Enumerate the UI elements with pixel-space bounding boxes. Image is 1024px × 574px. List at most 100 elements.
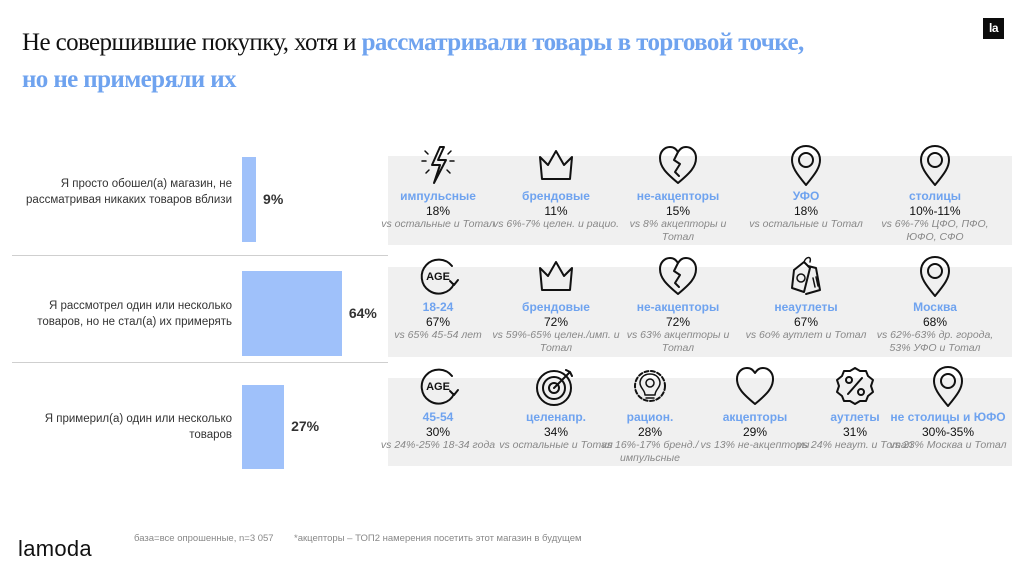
segment-percent: 15%: [665, 204, 691, 218]
segment-percent: 31%: [842, 425, 868, 439]
segment-panel-2: [388, 267, 1012, 357]
footer-base-note: база=все опрошенные, n=3 057: [134, 533, 274, 544]
broken-heart-icon: [659, 257, 697, 295]
segment-percent: 30%: [425, 425, 451, 439]
segment-name: 45-54: [422, 410, 454, 424]
segment-name: столицы: [908, 189, 962, 203]
segment-comparison-note: vs остальные и Тотал: [499, 439, 613, 451]
segment-cell: импульсные 18% vs остальные и Тотал: [373, 143, 503, 231]
lightning-icon: [421, 146, 455, 184]
segment-name: импульсные: [400, 189, 476, 203]
segment-cell: рацион. 28% vs 16%-17% бренд./импульсные: [585, 364, 715, 465]
segment-comparison-note: vs остальные и Тотал: [381, 218, 495, 230]
segment-cell: акцепторы 29% vs 13% не-акцепторы: [690, 364, 820, 452]
segment-comparison-note: vs 6о% аутлет и Тотал: [745, 329, 867, 341]
crown-icon: [539, 261, 573, 291]
segment-percent: 72%: [665, 315, 691, 329]
percent-badge-icon: [836, 367, 874, 405]
bar-chart: Я просто обошел(а) магазин, не рассматри…: [0, 150, 390, 480]
segment-cell: брендовые 72% vs 59%-65% целен./имп. и Тот…: [491, 254, 621, 355]
segment-comparison-note: vs остальные и Тотал: [749, 218, 863, 230]
svg-text:AGE: AGE: [426, 271, 450, 283]
svg-text:AGE: AGE: [426, 381, 450, 393]
segment-cell: не-акцепторы 72% vs 63% акцепторы и Тотал: [613, 254, 743, 355]
segment-cell: неаутлеты 67% vs 6о% аутлет и Тотал: [741, 254, 871, 342]
segment-comparison-note: vs 6%-7% ЦФО, ПФО, ЮФО, СФО: [881, 218, 989, 243]
segment-cell: аутлеты 31% vs 24% неаут. и Тотал: [790, 364, 920, 452]
segment-comparison-note: vs 6%-7% целен. и рацио.: [492, 218, 620, 230]
map-pin-icon: [933, 366, 963, 407]
segment-cell: не-акцепторы 15% vs 8% акцепторы и Тотал: [613, 143, 743, 244]
segment-name: брендовые: [522, 189, 590, 203]
segment-percent: 67%: [793, 315, 819, 329]
chart-divider: [12, 362, 388, 363]
segment-percent: 68%: [922, 315, 948, 329]
segment-cell: столицы 10%-11% vs 6%-7% ЦФО, ПФО, ЮФО, СФ…: [870, 143, 1000, 244]
price-tags-icon: [791, 256, 821, 295]
segment-name: Москва: [913, 300, 957, 314]
segment-name: целенапр.: [525, 410, 587, 424]
title-accent-2: но не примеряли их: [22, 66, 237, 93]
segment-comparison-note: vs 65% 45-54 лет: [394, 329, 482, 341]
segment-cell: Москва 68% vs 62%-63% др. города, 53% УФО …: [870, 254, 1000, 355]
segment-name: не столицы и ЮФО: [890, 410, 1006, 424]
bar-value-label: 9%: [263, 190, 284, 207]
segment-comparison-note: vs 13% не-акцепторы: [700, 439, 810, 451]
segment-percent: 28%: [637, 425, 663, 439]
title-plain: Не совершившие покупку, хотя и: [22, 29, 362, 56]
lamoda-badge-logo: la: [983, 18, 1004, 39]
segment-comparison-note: vs 59%-65% целен./имп. и Тотал: [492, 329, 620, 354]
segment-name: акцепторы: [722, 410, 788, 424]
segment-percent: 72%: [543, 315, 569, 329]
target-icon: [536, 369, 573, 406]
segment-comparison-note: vs 8% акцепторы и Тотал: [629, 218, 727, 243]
bar-value-label: 64%: [348, 304, 377, 321]
segment-name: рацион.: [626, 410, 674, 424]
segment-percent: 34%: [543, 425, 569, 439]
crown-icon: [539, 150, 573, 180]
map-pin-icon: [791, 145, 821, 186]
segment-comparison-note: vs 23% Москва и Тотал: [889, 439, 1007, 451]
segment-cell: не столицы и ЮФО 30%-35% vs 23% Москва и Т…: [883, 364, 1013, 452]
segment-name: брендовые: [522, 300, 590, 314]
segment-cell: целенапр. 34% vs остальные и Тотал: [491, 364, 621, 452]
segment-comparison-note: vs 16%-17% бренд./импульсные: [601, 439, 699, 464]
segment-cell: AGE 18-24 67% vs 65% 45-54 лет: [373, 254, 503, 342]
segment-panel-1: [388, 156, 1012, 245]
segment-percent: 30%-35%: [921, 425, 975, 439]
segment-percent: 18%: [425, 204, 451, 218]
bar-category-label: Я просто обошел(а) магазин, не рассматри…: [26, 177, 232, 206]
age-icon: AGE: [420, 258, 459, 295]
segment-cell: брендовые 11% vs 6%-7% целен. и рацио.: [491, 143, 621, 231]
map-pin-icon: [920, 256, 950, 297]
segment-name: неаутлеты: [774, 300, 838, 314]
segment-name: не-акцепторы: [636, 300, 720, 314]
segment-name: 18-24: [422, 300, 454, 314]
segment-comparison-note: vs 24%-25% 18-34 года: [380, 439, 496, 451]
segment-percent: 67%: [425, 315, 451, 329]
bar: [242, 385, 285, 469]
lamoda-logo: lamoda: [18, 536, 92, 561]
age-icon: AGE: [420, 368, 459, 405]
segment-cell: AGE 45-54 30% vs 24%-25% 18-34 года: [373, 364, 503, 452]
bar-category-label: Я примерил(а) один или несколько товаров: [44, 413, 232, 441]
bar-value-label: 27%: [291, 418, 320, 434]
segment-name: УФО: [792, 189, 820, 203]
segment-percent: 11%: [544, 204, 568, 218]
segment-percent: 10%-11%: [909, 204, 961, 218]
broken-heart-icon: [659, 146, 697, 184]
chart-divider: [12, 255, 388, 256]
footer-footnote: *акцепторы – ТОП2 намерения посетить это…: [294, 533, 582, 544]
bar: [242, 271, 342, 356]
bar-category-label: Я рассмотрел один или несколько товаров,…: [37, 299, 232, 328]
segment-percent: 18%: [793, 204, 819, 218]
segment-panel-3: [388, 378, 1012, 466]
segment-name: аутлеты: [830, 410, 880, 424]
segment-comparison-note: vs 62%-63% др. города, 53% УФО и Тотал: [876, 329, 994, 354]
heart-icon: [736, 367, 774, 405]
title-accent-1: рассматривали товары в торговой точке,: [361, 29, 805, 56]
segment-cell: УФО 18% vs остальные и Тотал: [741, 143, 871, 231]
segment-name: не-акцепторы: [636, 189, 720, 203]
page-title: Не совершившие покупку, хотя и рассматри…: [22, 24, 972, 98]
gear-bulb-icon: [634, 370, 666, 402]
